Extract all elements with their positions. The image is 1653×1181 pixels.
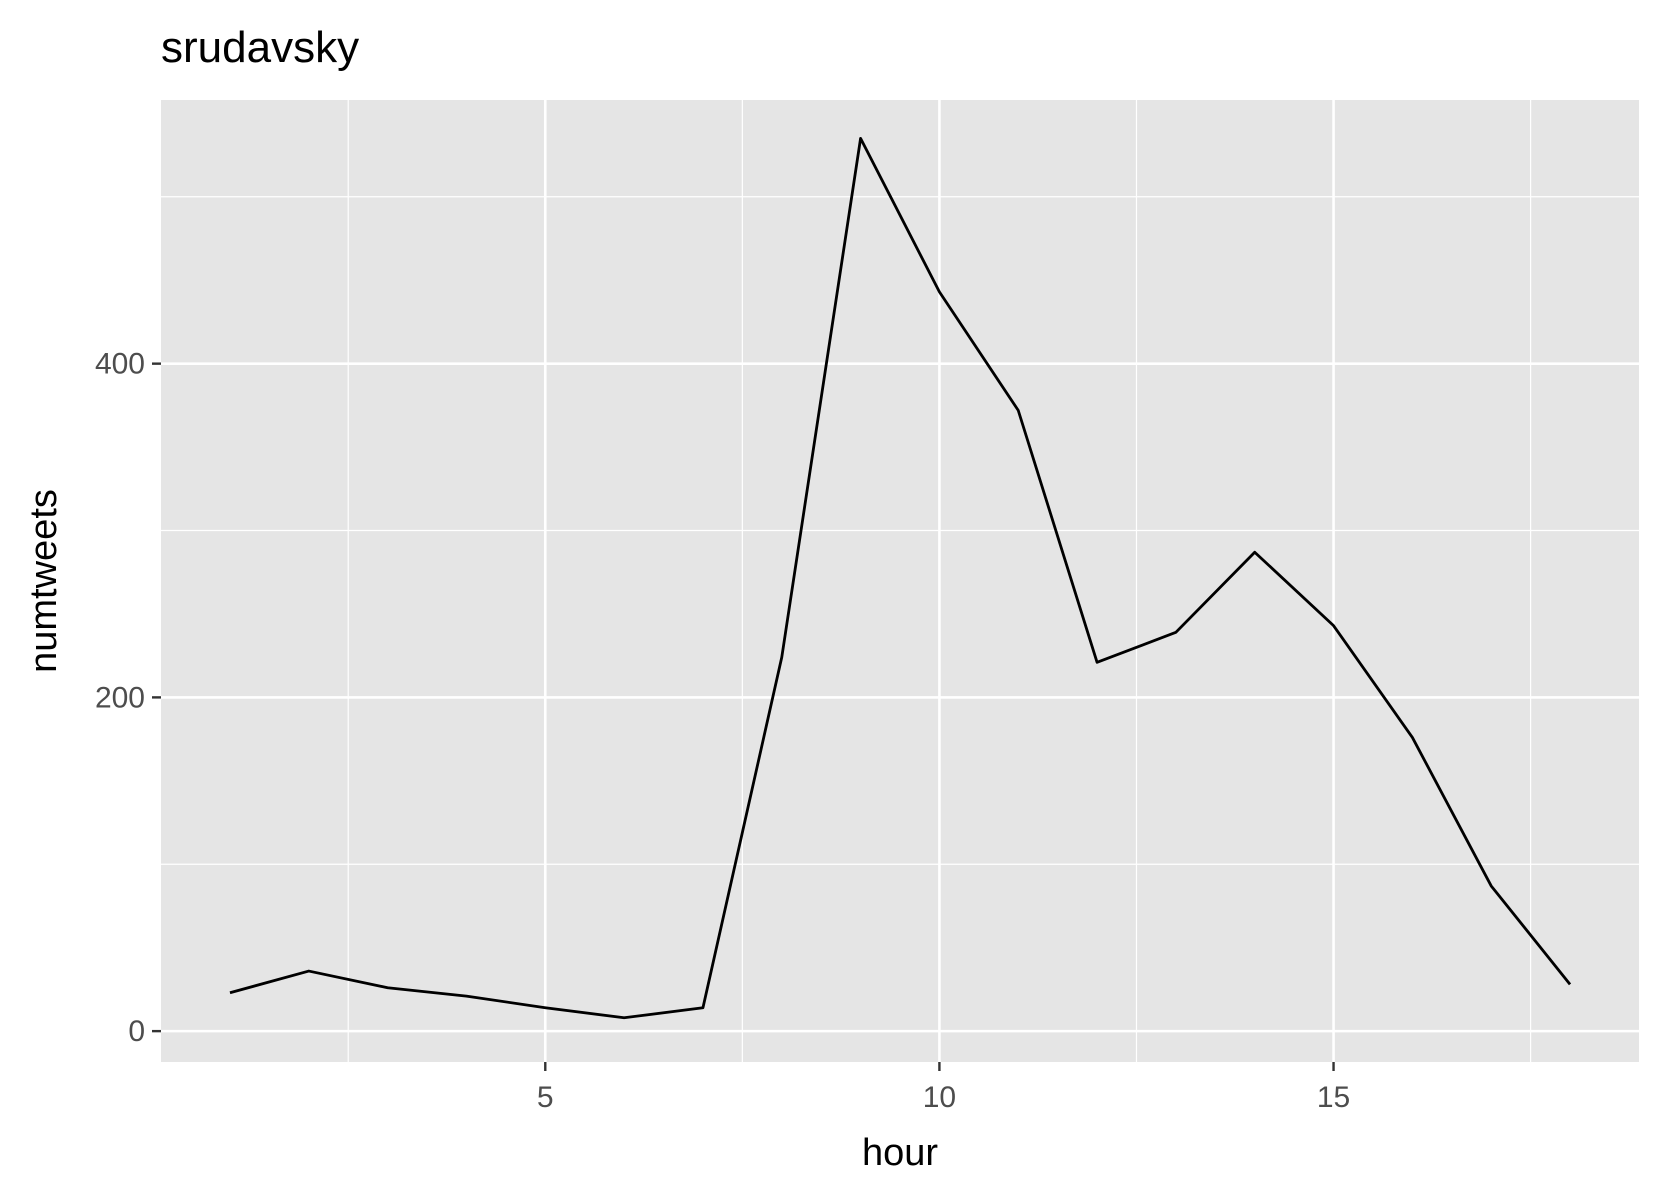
y-axis: 0 200 400 <box>95 348 161 1048</box>
x-tick-label: 15 <box>1317 1081 1350 1114</box>
plot-panel <box>161 100 1639 1062</box>
y-tick-label: 400 <box>95 348 145 381</box>
x-axis-title: hour <box>862 1132 938 1174</box>
y-axis-title: numtweets <box>23 489 65 673</box>
x-tick-label: 5 <box>537 1081 554 1114</box>
series-layer <box>229 136 1572 1020</box>
series-line <box>229 136 1572 1020</box>
x-axis: 5 10 15 <box>537 1062 1350 1114</box>
y-tick-label: 200 <box>95 681 145 714</box>
grid-major <box>161 100 1639 1062</box>
y-tick-label: 0 <box>128 1015 145 1048</box>
x-tick-label: 10 <box>923 1081 956 1114</box>
grid-minor <box>161 100 1639 1062</box>
chart-title: srudavsky <box>161 23 359 72</box>
